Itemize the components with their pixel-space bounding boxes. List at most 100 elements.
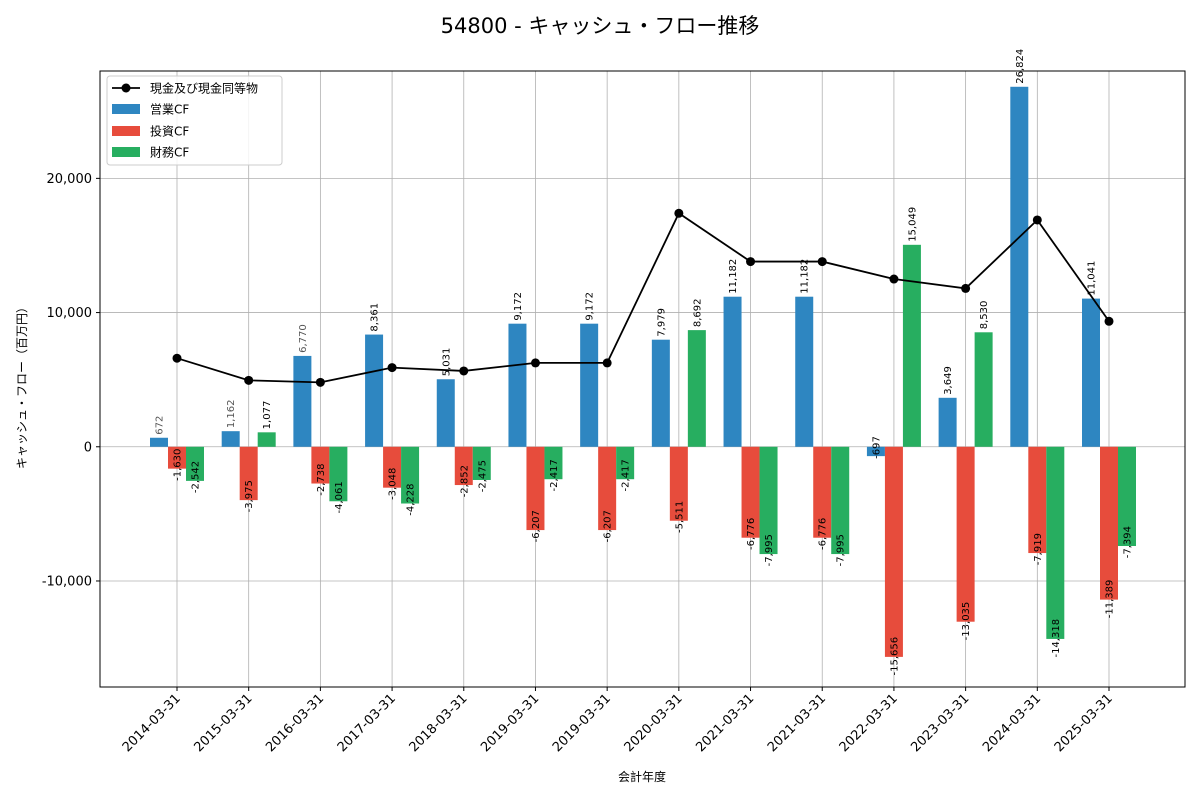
data-label: 8,361 (370, 303, 381, 332)
data-label: -3,048 (388, 468, 399, 500)
data-label: 9,172 (513, 292, 524, 321)
bar-financing (1118, 446, 1136, 547)
data-label-layer: 672 1,162 6,770 8,361 5,031 9,172 9,172 7,979 11… (155, 49, 1134, 676)
bar-investing (669, 446, 688, 521)
x-axis-label: 会計年度 (618, 769, 666, 784)
plot-frame (99, 70, 1186, 688)
bar-investing (383, 446, 402, 488)
legend-swatch (112, 147, 140, 157)
data-label: 11,182 (728, 259, 739, 294)
data-label: 6,770 (298, 324, 309, 353)
x-tick-label: 2020-03-31 (622, 691, 686, 755)
legend-label: 財務CF (150, 145, 189, 160)
bar-financing (401, 446, 420, 504)
bar-financing (831, 446, 850, 555)
data-label: -6,776 (746, 518, 757, 550)
data-label: 11,041 (1087, 261, 1098, 296)
data-label: -14,318 (1051, 619, 1062, 658)
bar-financing (544, 446, 563, 480)
bar-operating (938, 397, 957, 447)
cash-point (602, 358, 612, 368)
grid-layer (100, 71, 1185, 687)
bar-investing (956, 446, 975, 622)
bar-investing (741, 446, 760, 538)
cash-point (315, 377, 325, 387)
data-label: -15,656 (889, 637, 900, 676)
x-tick-label: 2024-03-31 (980, 691, 1044, 755)
legend-label: 営業CF (150, 103, 189, 117)
legend-box (106, 75, 283, 166)
legend-swatch (112, 104, 140, 114)
x-tick-label: 2014-03-31 (120, 691, 184, 755)
data-label: -1,630 (173, 449, 184, 481)
bar-investing (239, 446, 258, 501)
bar-operating (150, 437, 168, 447)
x-tick-label: 2016-03-31 (263, 691, 327, 755)
bar-investing (884, 446, 903, 657)
legend-swatch-marker (121, 83, 131, 93)
legend-label: 現金及び現金同等物 (150, 81, 258, 96)
data-label: 3,649 (943, 366, 954, 395)
cash-point (244, 375, 254, 385)
cash-point (746, 257, 756, 267)
bar-financing (472, 446, 491, 480)
bar-investing (1100, 446, 1118, 600)
data-label: -11,389 (1105, 580, 1116, 619)
data-label: 8,692 (692, 298, 703, 327)
bar-operating (221, 431, 240, 447)
bar-operating (723, 296, 742, 447)
data-label: -7,995 (836, 534, 847, 566)
bar-operating (436, 379, 455, 447)
bar-financing (759, 446, 778, 555)
data-label: 5,031 (441, 348, 452, 377)
chart-title: 54800 - キャッシュ・フロー推移 (441, 14, 760, 38)
x-tick-label: 2015-03-31 (191, 691, 255, 755)
data-label: -4,228 (406, 484, 417, 516)
bar-investing (526, 446, 545, 531)
data-label: -2,417 (621, 459, 632, 491)
data-label: 672 (155, 416, 166, 435)
data-label: 7,979 (656, 308, 667, 337)
data-label: -7,995 (764, 534, 775, 566)
cash-line (176, 211, 1110, 384)
bar-financing (974, 332, 993, 447)
data-label: -5,511 (674, 501, 685, 533)
x-tick-label: 2017-03-31 (335, 691, 399, 755)
cash-point (459, 366, 469, 376)
data-label: -2,852 (459, 465, 470, 497)
data-label: -6,776 (818, 518, 829, 550)
cash-point (889, 274, 899, 284)
bar-investing (813, 446, 832, 538)
cash-point (530, 358, 540, 368)
data-label: -697 (871, 436, 882, 459)
x-tick-label: 2022-03-31 (837, 691, 901, 755)
data-label: -7,919 (1033, 533, 1044, 565)
bar-operating (580, 323, 599, 447)
bar-operating (866, 446, 885, 457)
bar-investing (598, 446, 617, 531)
data-label: -2,475 (477, 460, 488, 492)
x-tick-label: 2019-03-31 (550, 691, 614, 755)
bar-operating (508, 323, 527, 447)
cash-point (387, 363, 397, 373)
data-label: 26,824 (1015, 49, 1026, 84)
data-label: -6,207 (603, 510, 614, 542)
y-tick-label: 10,000 (47, 306, 93, 321)
x-tick-label: 2021-03-31 (693, 691, 757, 755)
bar-financing (902, 244, 921, 447)
bar-financing (616, 446, 635, 480)
data-label: 1,077 (262, 401, 273, 430)
data-label: 1,162 (226, 400, 237, 429)
data-label: -7,394 (1123, 526, 1134, 558)
cash-point (1104, 316, 1114, 326)
legend-label: 投資CF (150, 124, 189, 139)
bar-investing (311, 446, 330, 484)
data-label: -4,061 (334, 481, 345, 513)
cash-point (674, 208, 684, 218)
x-tick-label: 2025-03-31 (1052, 691, 1116, 755)
bar-layer (150, 86, 1136, 657)
data-label: -2,542 (191, 461, 202, 493)
